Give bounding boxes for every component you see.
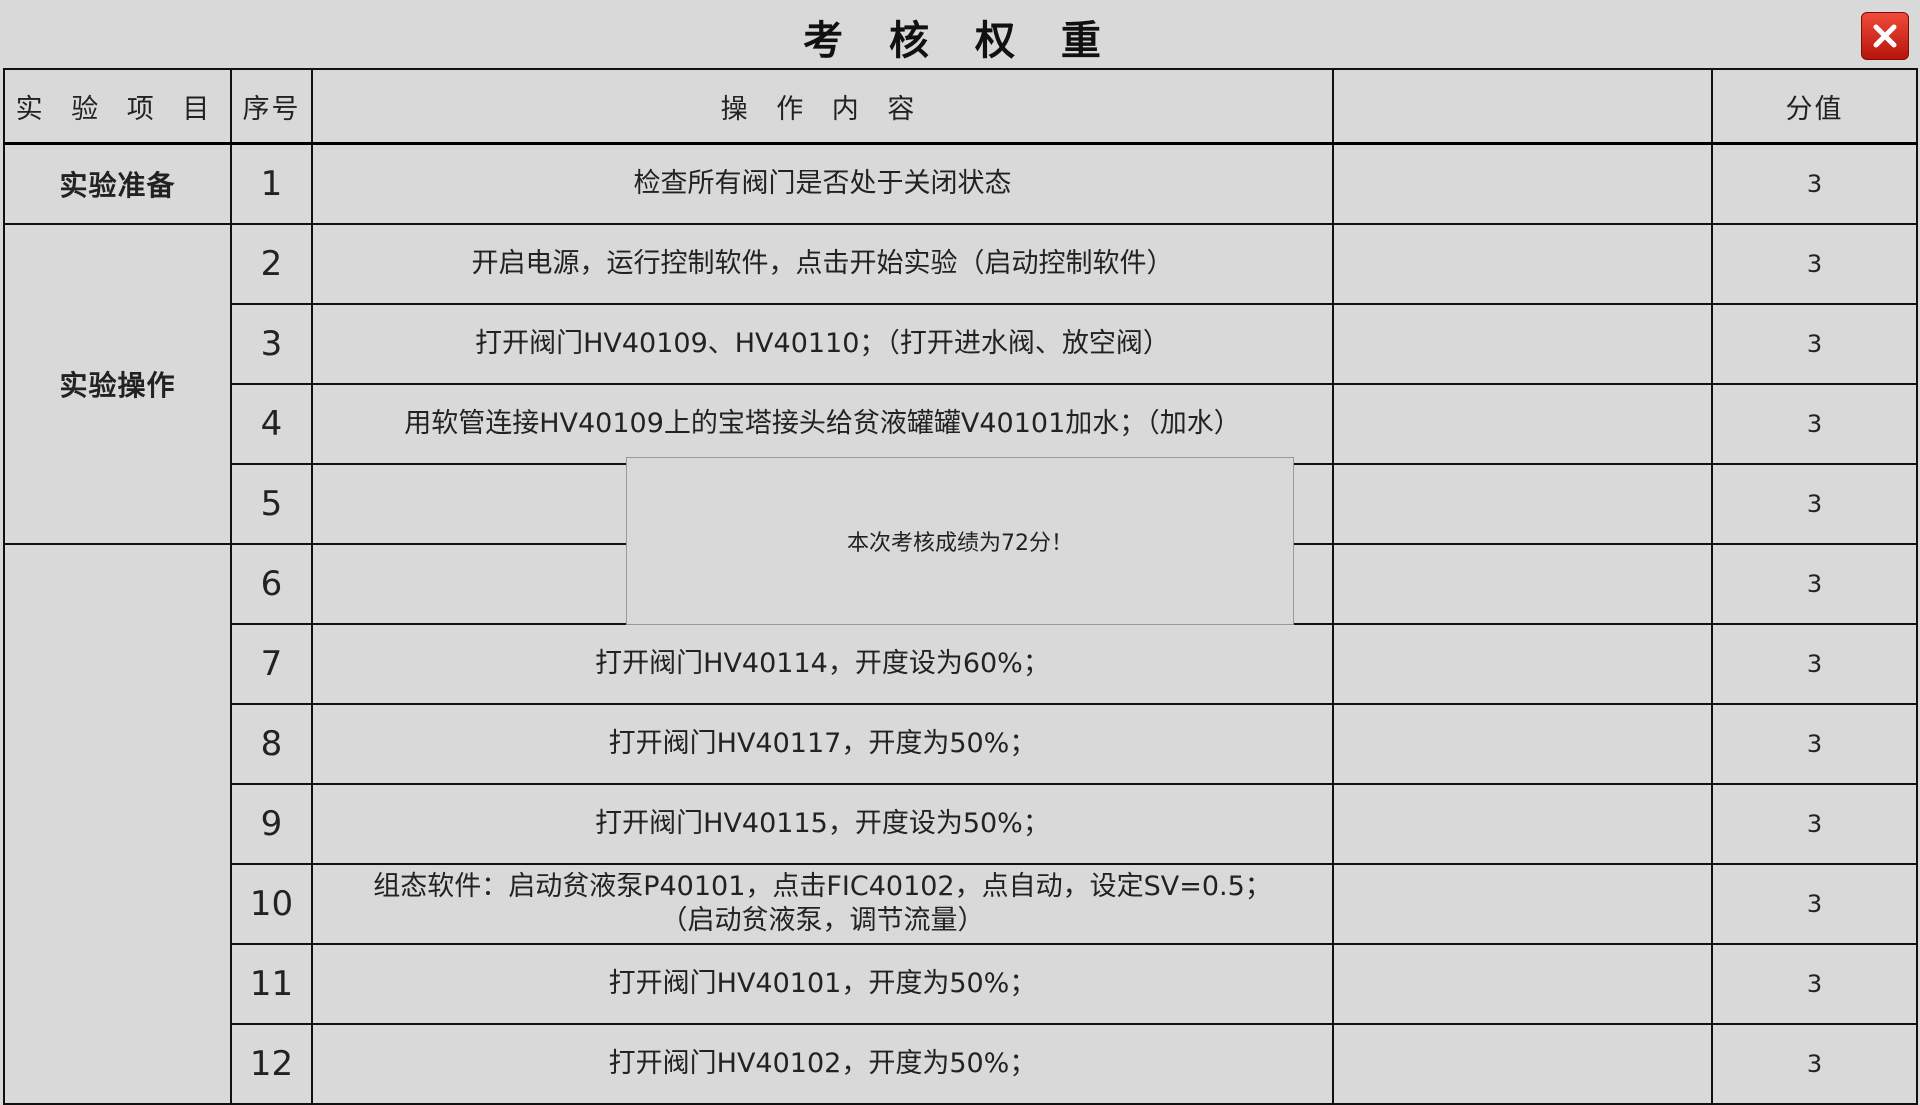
row-score: 3 <box>1711 543 1918 625</box>
table-header: 实 验 项 目 序号 操 作 内 容 分值 <box>3 68 1918 145</box>
row-score: 3 <box>1711 463 1918 545</box>
row-number: 3 <box>230 303 313 385</box>
row-number: 11 <box>230 943 313 1025</box>
table-row: 12 打开阀门HV40102，开度为50%； 3 <box>4 1023 1918 1105</box>
row-score: 3 <box>1711 783 1918 865</box>
table-row: 7 打开阀门HV40114，开度设为60%； 3 <box>4 623 1918 705</box>
row-score: 3 <box>1711 703 1918 785</box>
row-content: 打开阀门HV40101，开度为50%； <box>311 943 1334 1025</box>
row-content: 打开阀门HV40115，开度设为50%； <box>311 783 1334 865</box>
header-no: 序号 <box>230 68 313 145</box>
row-blank <box>1332 543 1713 625</box>
row-blank <box>1332 623 1713 705</box>
row-content: 组态软件：启动贫液泵P40101，点击FIC40102，点自动，设定SV=0.5… <box>311 863 1334 945</box>
row-number: 2 <box>230 223 313 305</box>
table-row: 11 打开阀门HV40101，开度为50%； 3 <box>4 943 1918 1025</box>
table-row: 实验准备 1 检查所有阀门是否处于关闭状态 3 <box>3 142 1918 225</box>
row-blank <box>1332 943 1713 1025</box>
row-blank <box>1332 783 1713 865</box>
row-blank <box>1332 142 1713 225</box>
row-blank <box>1332 863 1713 945</box>
row-blank <box>1332 223 1713 305</box>
row-content: 用软管连接HV40109上的宝塔接头给贫液罐罐V40101加水；（加水） <box>311 383 1334 465</box>
row-number: 10 <box>230 863 313 945</box>
row-blank <box>1332 303 1713 385</box>
row-blank <box>1332 1023 1713 1105</box>
row-number: 1 <box>230 142 313 225</box>
header-score: 分值 <box>1711 68 1918 145</box>
window-title: 考 核 权 重 <box>803 18 1117 64</box>
row-blank <box>1332 463 1713 545</box>
row-score: 3 <box>1711 623 1918 705</box>
row-score: 3 <box>1711 142 1918 225</box>
row-content: 开启电源，运行控制软件，点击开始实验（启动控制软件） <box>311 223 1334 305</box>
row-number: 7 <box>230 623 313 705</box>
row-blank <box>1332 383 1713 465</box>
table-row: 9 打开阀门HV40115，开度设为50%； 3 <box>4 783 1918 865</box>
table-row: 实验操作 2 开启电源，运行控制软件，点击开始实验（启动控制软件） 3 <box>3 223 1918 545</box>
table-row: 3 打开阀门HV40109、HV40110；（打开进水阀、放空阀） 3 <box>4 303 1918 385</box>
row-number: 12 <box>230 1023 313 1105</box>
row-score: 3 <box>1711 863 1918 945</box>
row-blank <box>1332 703 1713 785</box>
group-label <box>3 543 232 1105</box>
row-score: 3 <box>1711 383 1918 465</box>
header-content: 操 作 内 容 <box>311 68 1334 145</box>
table-row: 10 组态软件：启动贫液泵P40101，点击FIC40102，点自动，设定SV=0… <box>4 863 1918 945</box>
row-number: 4 <box>230 383 313 465</box>
row-content: 打开阀门HV40117，开度为50%； <box>311 703 1334 785</box>
header-project: 实 验 项 目 <box>3 68 232 145</box>
row-score: 3 <box>1711 1023 1918 1105</box>
group-label: 实验准备 <box>3 142 232 225</box>
close-icon <box>1873 24 1897 48</box>
row-number: 9 <box>230 783 313 865</box>
result-dialog[interactable]: 本次考核成绩为72分！ <box>626 457 1294 625</box>
row-number: 6 <box>230 543 313 625</box>
row-content: 检查所有阀门是否处于关闭状态 <box>311 142 1334 225</box>
table-row: 8 打开阀门HV40117，开度为50%； 3 <box>4 703 1918 785</box>
close-button[interactable] <box>1861 12 1909 60</box>
group-label: 实验操作 <box>3 223 232 545</box>
row-content: 打开阀门HV40102，开度为50%； <box>311 1023 1334 1105</box>
row-number: 8 <box>230 703 313 785</box>
row-content: 打开阀门HV40114，开度设为60%； <box>311 623 1334 705</box>
result-message: 本次考核成绩为72分！ <box>847 531 1073 556</box>
row-number: 5 <box>230 463 313 545</box>
row-score: 3 <box>1711 303 1918 385</box>
table-row: 4 用软管连接HV40109上的宝塔接头给贫液罐罐V40101加水；（加水） 3 <box>4 383 1918 465</box>
row-score: 3 <box>1711 943 1918 1025</box>
header-blank <box>1332 68 1713 145</box>
row-content: 打开阀门HV40109、HV40110；（打开进水阀、放空阀） <box>311 303 1334 385</box>
row-score: 3 <box>1711 223 1918 305</box>
